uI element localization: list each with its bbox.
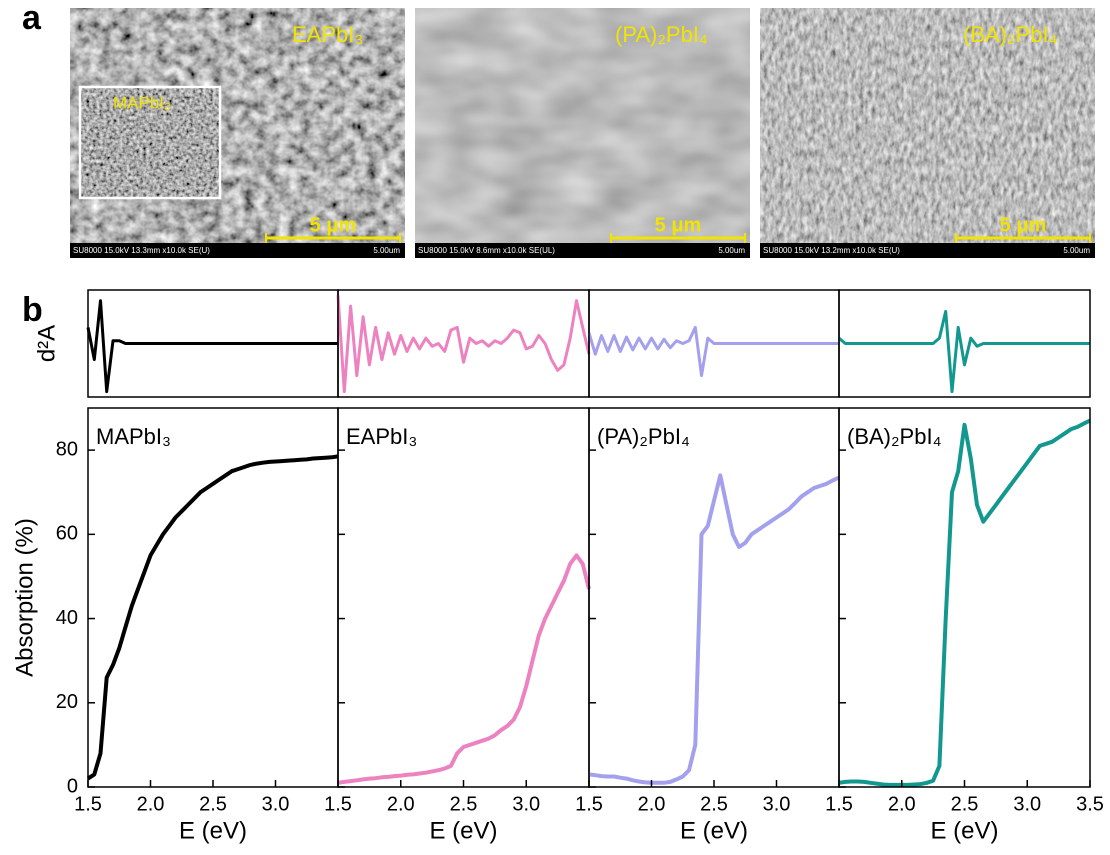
absorption-line <box>838 418 1091 787</box>
y-tick-label: 60 <box>56 523 78 545</box>
y-tick-label: 40 <box>56 607 78 629</box>
sample-label: (PA)₂PbI₄ <box>597 424 690 449</box>
scale-bar-label: 5 μm <box>310 214 357 236</box>
x-tick-label: 1.5 <box>575 793 603 815</box>
x-tick-label: 2.0 <box>888 793 916 815</box>
sem-label: (PA)₂PbI₄ <box>615 22 708 47</box>
x-tick-label: 3.0 <box>1013 793 1041 815</box>
x-tick-label: 2.0 <box>137 793 165 815</box>
info-bar <box>70 243 405 258</box>
x-tick-label: 3.0 <box>512 793 540 815</box>
plot-frame <box>588 407 840 788</box>
absorption-line <box>337 553 591 785</box>
scale-bar-label: 5 μm <box>655 214 702 236</box>
x-tick-label: 3.0 <box>763 793 791 815</box>
y-tick-label: 0 <box>67 775 78 797</box>
x-tick-label: 2.5 <box>199 793 227 815</box>
d2a-line <box>86 299 338 394</box>
plot-frame <box>337 407 590 788</box>
y-axis-label: Absorption (%) <box>11 518 38 677</box>
panel-label: a <box>22 0 42 37</box>
d2a-line <box>336 295 591 394</box>
inset-image <box>80 87 220 198</box>
info-bar <box>760 243 1095 258</box>
x-tick-label: 3.0 <box>262 793 290 815</box>
d2a-line <box>838 309 1090 394</box>
d2a-line <box>587 325 839 378</box>
info-text: 5.00um <box>1063 246 1090 255</box>
plot-frame <box>87 407 339 788</box>
sem-images <box>70 8 1095 243</box>
x-tick-label: 1.5 <box>324 793 352 815</box>
x-axis-label: E (eV) <box>429 817 497 844</box>
y-axis-label: d²A <box>33 325 60 362</box>
sample-label: (BA)₂PbI₄ <box>847 424 942 449</box>
x-axis-label: E (eV) <box>930 817 998 844</box>
info-text: SU8000 15.0kV 8.6mm x10.0k SE(UL) <box>418 246 555 255</box>
sem-label: (BA)₂PbI₄ <box>963 22 1058 47</box>
x-tick-label: 2.0 <box>638 793 666 815</box>
panel-label: b <box>22 291 43 329</box>
inset-border <box>78 85 222 200</box>
x-tick-label: 1.5 <box>825 793 853 815</box>
x-tick-label: 1.5 <box>74 793 102 815</box>
x-tick-label: 2.5 <box>700 793 728 815</box>
info-text: 5.00um <box>718 246 745 255</box>
sample-label: MAPbI₃ <box>96 424 171 449</box>
info-text: SU8000 15.0kV 13.3mm x10.0k SE(U) <box>73 246 210 255</box>
x-axis-label: E (eV) <box>680 817 748 844</box>
plot-frame <box>838 289 1091 398</box>
absorption-line <box>588 473 840 785</box>
absorption-line <box>86 454 339 781</box>
charts: Absorption (%) d²A 1.5 2.0 2.5 3.0 0 20 40 60 80 MA… <box>11 289 1104 844</box>
y-tick-label: 80 <box>56 438 78 460</box>
info-text: SU8000 15.0kV 13.2mm x10.0k SE(U) <box>763 246 900 255</box>
y-tick-label: 20 <box>56 691 78 713</box>
sem-label: EAPbI₃ <box>292 22 363 47</box>
plot-frame <box>838 407 1091 788</box>
sem-image <box>760 8 1095 243</box>
scale-bar-label: 5 μm <box>1000 214 1047 236</box>
x-axis-label: E (eV) <box>179 817 247 844</box>
info-bar <box>415 243 750 258</box>
info-text: 5.00um <box>373 246 400 255</box>
sample-label: EAPbI₃ <box>346 424 417 449</box>
x-tick-label: 2.5 <box>450 793 478 815</box>
x-tick-label: 2.5 <box>951 793 979 815</box>
x-tick-label: 3.5 <box>1076 793 1104 815</box>
sem-image <box>415 8 750 243</box>
plot-frame <box>337 289 590 398</box>
inset-label: MAPbI₃ <box>113 93 171 112</box>
x-tick-label: 2.0 <box>387 793 415 815</box>
